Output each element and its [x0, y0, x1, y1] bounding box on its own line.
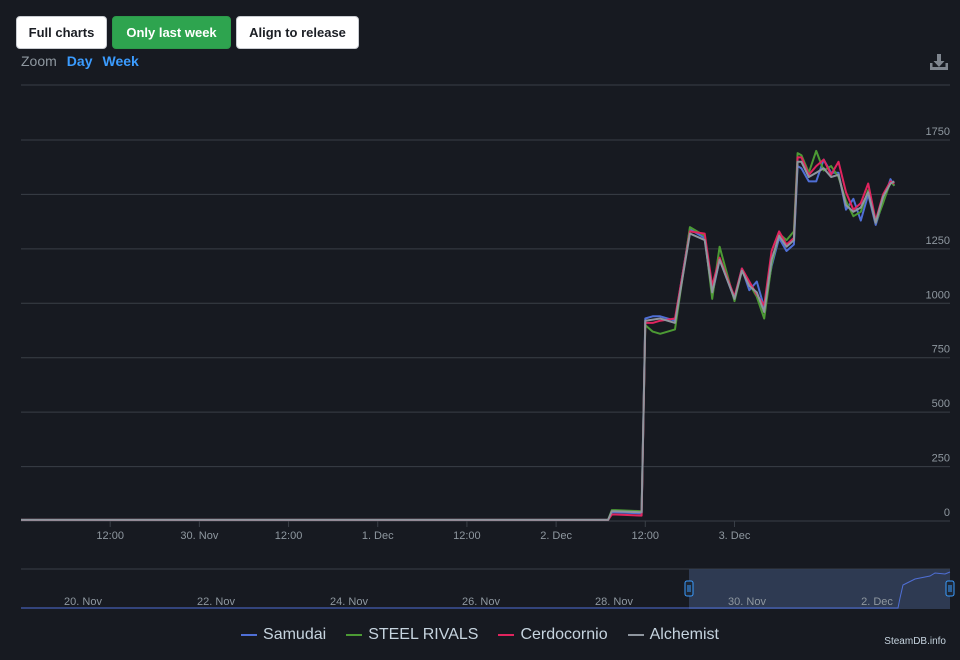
legend-item[interactable]: STEEL RIVALS — [346, 626, 478, 644]
align-to-release-button[interactable]: Align to release — [236, 16, 359, 49]
series-line-samudai — [21, 158, 896, 521]
navigator-tick-label: 26. Nov — [462, 596, 500, 608]
legend-swatch — [346, 634, 363, 636]
y-tick-label: 0 — [944, 507, 950, 519]
x-tick-label: 1. Dec — [362, 530, 394, 542]
zoom-controls: Zoom Day Week — [21, 53, 139, 69]
y-tick-label: 500 — [932, 398, 950, 410]
navigator-left-handle[interactable] — [684, 580, 694, 597]
navigator-series-line — [21, 571, 951, 609]
download-icon[interactable] — [928, 51, 950, 73]
legend-label: Alchemist — [649, 626, 719, 643]
x-axis-ticks: 12:00 30. Nov 12:00 1. Dec 12:00 2. Dec 12:00 3… — [96, 521, 751, 542]
navigator-selection[interactable] — [689, 569, 950, 609]
navigator-tick-label: 24. Nov — [330, 596, 368, 608]
full-charts-button[interactable]: Full charts — [16, 16, 107, 49]
legend-label: STEEL RIVALS — [368, 626, 479, 643]
steamdb-credit: SteamDB.info — [884, 636, 946, 647]
navigator: 20. Nov 22. Nov 24. Nov 26. Nov 28. Nov 30. N… — [21, 568, 955, 609]
x-tick-label: 12:00 — [632, 530, 660, 542]
zoom-label: Zoom — [21, 53, 57, 69]
chart-grid — [21, 84, 950, 522]
chart-series — [21, 149, 896, 521]
navigator-tick-label: 22. Nov — [197, 596, 235, 608]
y-tick-label: 1750 — [926, 126, 950, 138]
legend-item[interactable]: Alchemist — [627, 626, 719, 644]
x-tick-label: 30. Nov — [180, 530, 218, 542]
chart-legend: Samudai STEEL RIVALS Cerdocornio Alchemist — [0, 626, 960, 644]
navigator-right-handle[interactable] — [945, 580, 955, 597]
x-tick-label: 12:00 — [96, 530, 124, 542]
y-tick-label: 1250 — [926, 235, 950, 247]
navigator-tick-label: 20. Nov — [64, 596, 102, 608]
y-tick-label: 750 — [932, 344, 950, 356]
series-line-cerdocornio — [21, 156, 895, 521]
navigator-tick-label: 30. Nov — [728, 596, 766, 608]
x-tick-label: 12:00 — [275, 530, 303, 542]
legend-swatch — [627, 634, 644, 636]
y-tick-label: 250 — [932, 453, 950, 465]
navigator-tick-label: 28. Nov — [595, 596, 633, 608]
only-last-week-button[interactable]: Only last week — [112, 16, 231, 49]
legend-item[interactable]: Cerdocornio — [498, 626, 608, 644]
legend-item[interactable]: Samudai — [241, 626, 326, 644]
x-tick-label: 3. Dec — [719, 530, 751, 542]
y-axis-ticks: 0 250 500 750 1000 1250 1750 — [926, 126, 950, 519]
zoom-week-button[interactable]: Week — [102, 53, 139, 69]
legend-label: Samudai — [263, 626, 327, 643]
legend-label: Cerdocornio — [520, 626, 608, 643]
y-tick-label: 1000 — [926, 289, 950, 301]
series-line-alchemist — [21, 160, 895, 521]
legend-swatch — [498, 634, 515, 636]
x-tick-label: 12:00 — [453, 530, 481, 542]
x-tick-label: 2. Dec — [540, 530, 572, 542]
navigator-tick-label: 2. Dec — [861, 596, 893, 608]
series-line-steel-rivals — [21, 149, 896, 521]
legend-swatch — [241, 634, 258, 636]
zoom-day-button[interactable]: Day — [66, 53, 93, 69]
